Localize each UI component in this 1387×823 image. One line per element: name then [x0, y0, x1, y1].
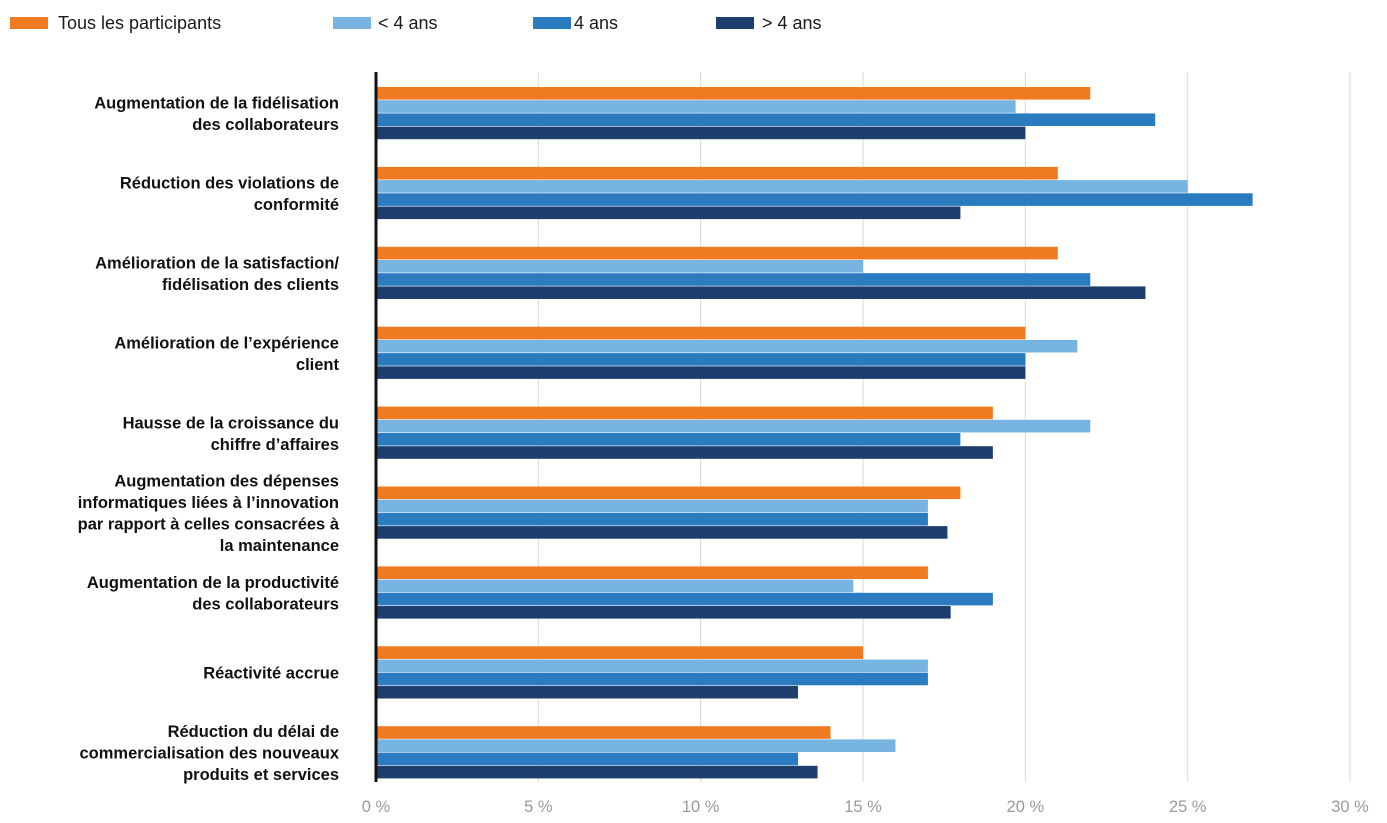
bar-1-2: [376, 193, 1253, 206]
bar-2-3: [376, 286, 1146, 299]
category-label-0-0: Augmentation de la fidélisation: [94, 95, 339, 113]
bar-0-2: [376, 113, 1156, 126]
category-label-5-2: par rapport à celles consacrées à: [78, 516, 340, 534]
bar-4-2: [376, 433, 961, 446]
bar-6-0: [376, 566, 928, 579]
category-label-8-1: commercialisation des nouveaux: [79, 745, 339, 763]
bar-7-1: [376, 659, 928, 673]
bar-1-0: [376, 166, 1058, 180]
bar-3-1: [376, 339, 1078, 353]
bar-6-2: [376, 592, 993, 606]
category-label-6-1: des collaborateurs: [192, 596, 339, 614]
bar-5-3: [376, 526, 948, 539]
bar-0-0: [376, 87, 1091, 100]
bar-2-1: [376, 260, 863, 273]
bar-8-3: [376, 765, 818, 779]
bar-2-2: [376, 273, 1091, 286]
category-label-0-1: des collaborateurs: [192, 116, 339, 134]
category-label-5-0: Augmentation des dépenses: [114, 473, 339, 491]
x-tick-label-1: 5 %: [524, 798, 553, 816]
bar-8-1: [376, 739, 896, 752]
category-label-1-1: conformité: [254, 196, 339, 214]
legend-label-3: > 4 ans: [762, 13, 822, 33]
bar-0-3: [376, 126, 1026, 140]
category-label-6-0: Augmentation de la productivité: [87, 574, 339, 592]
bar-8-0: [376, 726, 831, 739]
category-label-4-1: chiffre d’affaires: [211, 436, 339, 454]
x-tick-label-5: 25 %: [1169, 798, 1207, 816]
category-label-7-0: Réactivité accrue: [203, 665, 339, 683]
x-tick-label-0: 0 %: [362, 798, 391, 816]
legend-swatch-3: [716, 17, 754, 29]
bar-7-0: [376, 646, 863, 659]
bar-3-0: [376, 326, 1026, 340]
legend-swatch-1: [333, 17, 371, 29]
bar-1-1: [376, 180, 1188, 193]
bar-6-1: [376, 579, 854, 593]
legend-label-0: Tous les participants: [58, 13, 221, 33]
x-tick-label-4: 20 %: [1007, 798, 1045, 816]
category-label-3-1: client: [296, 356, 340, 374]
category-label-8-0: Réduction du délai de: [168, 723, 339, 741]
legend-swatch-2: [533, 17, 571, 29]
bar-2-0: [376, 246, 1058, 260]
bar-4-1: [376, 419, 1091, 433]
bar-1-3: [376, 206, 961, 220]
category-label-4-0: Hausse de la croissance du: [123, 414, 339, 432]
bar-7-2: [376, 672, 928, 686]
bar-5-2: [376, 512, 928, 526]
bar-4-3: [376, 446, 993, 459]
legend-label-1: < 4 ans: [378, 13, 438, 33]
legend-label-2: 4 ans: [574, 13, 618, 33]
x-tick-label-6: 30 %: [1331, 798, 1369, 816]
x-tick-label-2: 10 %: [682, 798, 720, 816]
bar-0-1: [376, 100, 1016, 113]
x-tick-label-3: 15 %: [844, 798, 882, 816]
category-label-5-1: informatiques liées à l’innovation: [78, 494, 339, 512]
bar-5-1: [376, 499, 928, 513]
bar-4-0: [376, 406, 993, 420]
category-label-2-1: fidélisation des clients: [162, 276, 339, 294]
legend-swatch-0: [10, 17, 48, 29]
bar-5-0: [376, 486, 961, 500]
bar-8-2: [376, 752, 799, 766]
category-label-3-0: Amélioration de l’expérience: [114, 334, 339, 352]
category-label-1-0: Réduction des violations de: [120, 175, 339, 193]
bar-3-3: [376, 366, 1026, 379]
bar-3-2: [376, 353, 1026, 366]
category-label-2-0: Amélioration de la satisfaction/: [95, 254, 339, 272]
category-label-5-3: la maintenance: [220, 537, 339, 555]
bar-7-3: [376, 685, 799, 699]
category-label-8-2: produits et services: [183, 766, 339, 784]
bar-6-3: [376, 606, 951, 619]
